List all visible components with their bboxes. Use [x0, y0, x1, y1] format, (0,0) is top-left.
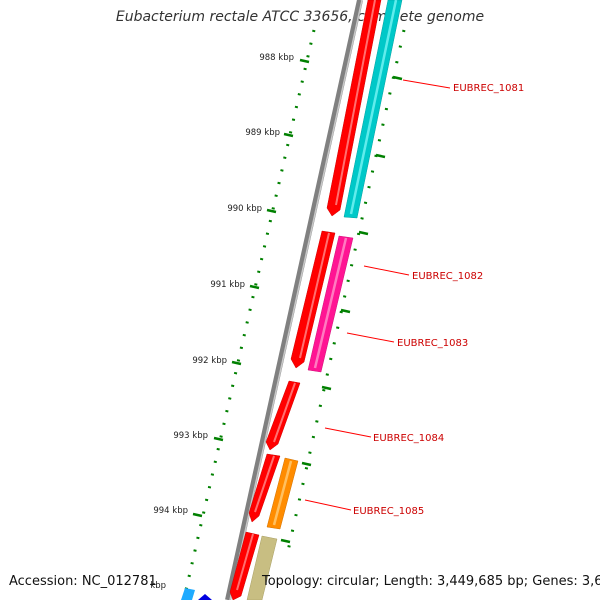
gene-label-eubrec-1081: EUBREC_1081 — [453, 83, 524, 94]
scale-ticks — [192, 58, 310, 518]
outer-tick — [358, 230, 369, 236]
genome-backbone — [225, 0, 363, 600]
tick-label: 988 kbp — [259, 53, 294, 63]
leader-line-1083 — [346, 332, 395, 343]
gene-label-eubrec-1084: EUBREC_1084 — [373, 433, 444, 444]
cds-highlight — [299, 232, 330, 359]
cds-features-inner — [229, 0, 382, 600]
leader-line-1085 — [304, 499, 352, 511]
tick-993 — [213, 436, 224, 442]
gene-label-eubrec-1082: EUBREC_1082 — [412, 271, 483, 282]
gene-sky-block — [181, 588, 195, 600]
tick-991 — [249, 284, 260, 290]
cds-highlight — [335, 0, 376, 206]
tick-989 — [283, 132, 294, 138]
outer-tick — [340, 308, 351, 314]
gene-khaki-block — [246, 535, 278, 600]
leader-lines — [304, 79, 451, 511]
outer-dotted-line — [284, 29, 406, 561]
outer-tick — [321, 385, 332, 391]
gene-label-eubrec-1083: EUBREC_1083 — [397, 338, 468, 349]
cds-highlight — [273, 382, 296, 443]
outer-tick — [375, 153, 386, 159]
leader-line-1081 — [402, 79, 451, 89]
gene-label-eubrec-1085: EUBREC_1085 — [353, 506, 424, 517]
tick-992 — [231, 360, 242, 366]
accession-text: Accession: NC_012781 — [9, 574, 157, 589]
tick-label: 991 kbp — [210, 280, 245, 290]
genes-outer-track — [181, 0, 403, 600]
topology-text: Topology: circular; Length: 3,449,685 bp… — [262, 574, 600, 589]
tick-label: 994 kbp — [153, 506, 188, 516]
outer-tick — [280, 538, 291, 544]
gene-highlight — [272, 460, 293, 526]
tick-label: 989 kbp — [245, 128, 280, 138]
genome-backbone-highlight — [229, 0, 363, 600]
tick-988 — [299, 58, 310, 64]
gene-highlight — [313, 237, 348, 369]
gene-blue-arrow — [198, 594, 212, 600]
tick-label: 993 kbp — [173, 431, 208, 441]
scale-dotted-line — [184, 29, 316, 591]
outer-tick — [301, 461, 312, 467]
leader-line-1082 — [363, 265, 410, 276]
tick-label: kbp — [150, 581, 166, 591]
leader-line-1084 — [324, 427, 372, 438]
outer-ticks — [280, 75, 403, 544]
tick-990 — [266, 208, 277, 214]
tick-label: 990 kbp — [227, 204, 262, 214]
outer-tick — [392, 75, 403, 81]
tick-994 — [192, 512, 203, 518]
cds-highlight — [236, 533, 254, 591]
tick-label: 992 kbp — [192, 356, 227, 366]
cds-highlight — [254, 455, 275, 513]
gene-highlight — [349, 0, 398, 215]
